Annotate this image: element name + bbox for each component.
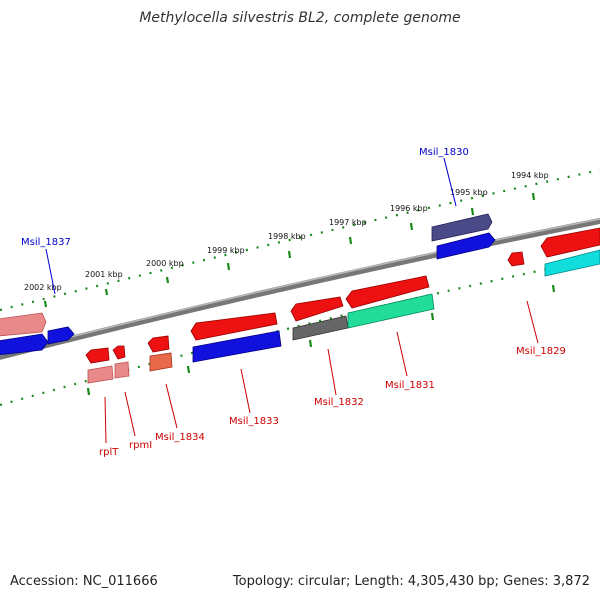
gene-label-Msil_1829: Msil_1829 — [516, 346, 566, 357]
gene-arrow-Msil_1834 — [149, 352, 173, 372]
kbp-tick — [551, 284, 556, 293]
gene-arrow-red — [290, 296, 344, 322]
gene-arrow-red — [345, 275, 430, 309]
kbp-tick — [86, 387, 91, 396]
leader-Msil_1834 — [165, 383, 178, 429]
genome-summary-text: Topology: circular; Length: 4,305,430 bp… — [232, 574, 590, 589]
gene-arrow-Msil_1829 — [507, 251, 525, 267]
leader-rpmI — [124, 391, 136, 437]
gene-label-Msil_1837: Msil_1837 — [21, 237, 71, 248]
leader-rplT — [104, 396, 107, 444]
gene-arrow-red — [190, 312, 278, 341]
kbp-tick — [165, 276, 170, 284]
gene-label-Msil_1834: Msil_1834 — [155, 432, 205, 443]
gene-arrow-red — [112, 345, 126, 360]
gene-arrow-blue — [436, 232, 496, 260]
kbp-label: 1998 kbp — [268, 232, 306, 241]
leader-Msil_1830 — [443, 157, 457, 207]
gene-arrow-red — [540, 227, 600, 258]
leader-Msil_1831 — [396, 331, 408, 377]
major-ticks — [43, 192, 556, 396]
scale-ring-upper — [0, 168, 600, 312]
kbp-tick — [287, 250, 292, 259]
kbp-label: 1997 kbp — [329, 218, 367, 227]
kbp-label: 2002 kbp — [24, 283, 62, 292]
gene-arrow-blue — [0, 333, 49, 356]
gene-arrow-red — [85, 347, 110, 364]
gene-label-Msil_1833: Msil_1833 — [229, 416, 279, 427]
leader-Msil_1832 — [327, 348, 337, 396]
kbp-label: 1996 kbp — [390, 204, 428, 213]
kbp-tick — [186, 365, 191, 374]
leader-Msil_1837 — [45, 248, 56, 295]
leader-Msil_1833 — [240, 368, 251, 414]
gene-arrow-cyan — [544, 249, 600, 277]
kbp-tick — [430, 312, 435, 321]
kbp-tick — [470, 207, 475, 216]
gene-label-rpmI: rpmI — [129, 440, 152, 451]
genome-backbone-highlight — [0, 218, 600, 356]
gene-arrow-Msil_1833 — [192, 330, 282, 363]
kbp-tick — [348, 236, 353, 245]
gene-label-rplT: rplT — [99, 447, 119, 458]
kbp-label: 2000 kbp — [146, 259, 184, 268]
gene-arrow-red — [147, 335, 170, 353]
kbp-tick — [409, 222, 414, 231]
gene-arrow-pink — [0, 312, 47, 337]
gene-arrow-Msil_1831 — [347, 293, 435, 329]
kbp-tick — [531, 192, 536, 201]
kbp-tick — [104, 288, 109, 296]
gene-arrow-rplT — [87, 365, 114, 384]
kbp-tick — [226, 262, 231, 271]
kbp-label: 1994 kbp — [511, 171, 549, 180]
map-title: Methylocella silvestris BL2, complete ge… — [139, 10, 461, 26]
kbp-label: 1995 kbp — [450, 188, 488, 197]
kbp-tick — [43, 300, 48, 308]
kbp-label: 1999 kbp — [207, 246, 245, 255]
kbp-tick — [308, 339, 313, 348]
leader-Msil_1829 — [526, 300, 539, 344]
accession-text: Accession: NC_011666 — [10, 574, 158, 589]
gene-label-Msil_1830: Msil_1830 — [419, 147, 469, 158]
gene-arrow-Msil_1837 — [47, 326, 75, 345]
gene-label-Msil_1832: Msil_1832 — [314, 397, 364, 408]
gene-arrow-Msil_1830 — [431, 213, 493, 242]
genome-backbone — [0, 217, 600, 360]
gene-arrow-rpmI — [114, 361, 130, 379]
gene-label-Msil_1831: Msil_1831 — [385, 380, 435, 391]
kbp-label: 2001 kbp — [85, 270, 123, 279]
